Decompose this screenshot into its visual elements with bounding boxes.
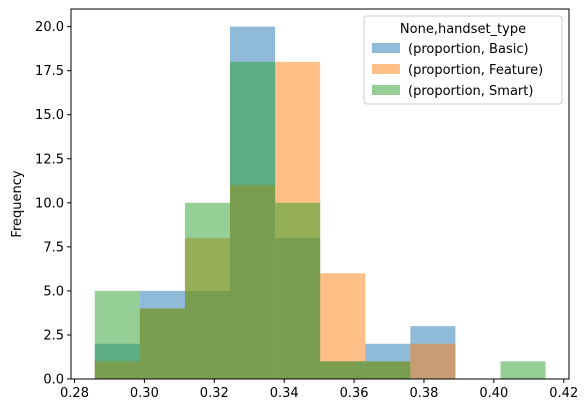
legend: None,handset_type (proportion, Basic) (pro…: [363, 15, 563, 105]
axes: 0.28 0.30 0.32 0.34 0.36 0.38 0.40 0.42 0.0 2.5 5.…: [35, 8, 578, 401]
bar-series-2-bin-1: [139, 308, 185, 379]
x-tick-label: 0.40: [479, 386, 508, 401]
legend-swatch: [372, 85, 400, 95]
bar-series-2-bin-3: [230, 61, 276, 379]
legend-swatch: [372, 43, 400, 53]
bar-series-2-bin-6: [365, 361, 411, 379]
y-tick-label: 15.0: [35, 108, 64, 123]
x-tick-label: 0.38: [409, 386, 438, 401]
histogram-bars: [94, 26, 546, 379]
y-tick-label: 17.5: [35, 64, 64, 79]
y-tick-label: 10.0: [35, 196, 64, 211]
y-tick-label: 2.5: [43, 328, 64, 343]
x-tick-label: 0.42: [549, 386, 578, 401]
legend-entry-label: (proportion, Feature): [408, 63, 543, 78]
y-tick-label: 5.0: [43, 284, 64, 299]
y-tick-label: 20.0: [35, 20, 64, 35]
legend-entry-label: (proportion, Basic): [408, 42, 529, 57]
x-tick-label: 0.32: [200, 386, 229, 401]
bar-series-2-bin-9: [500, 361, 546, 379]
y-tick-label: 12.5: [35, 152, 64, 167]
x-tick-label: 0.30: [130, 386, 159, 401]
legend-box: [363, 15, 563, 105]
bar-series-2-bin-2: [184, 202, 231, 379]
bar-series-2-bin-5: [320, 361, 366, 379]
y-axis-label: Frequency: [10, 170, 25, 237]
bar-series-2-bin-4: [275, 202, 321, 379]
bar-series-1-bin-7: [410, 343, 456, 379]
legend-entry-label: (proportion, Smart): [408, 84, 533, 99]
x-tick-label: 0.28: [60, 386, 89, 401]
y-tick-label: 0.0: [43, 373, 64, 388]
legend-title: None,handset_type: [400, 22, 526, 37]
bar-series-2-bin-0: [94, 290, 140, 379]
x-tick-label: 0.34: [270, 386, 299, 401]
x-tick-label: 0.36: [340, 386, 369, 401]
y-tick-label: 7.5: [43, 240, 64, 255]
plot-frame: [70, 8, 570, 380]
legend-swatch: [372, 64, 400, 74]
